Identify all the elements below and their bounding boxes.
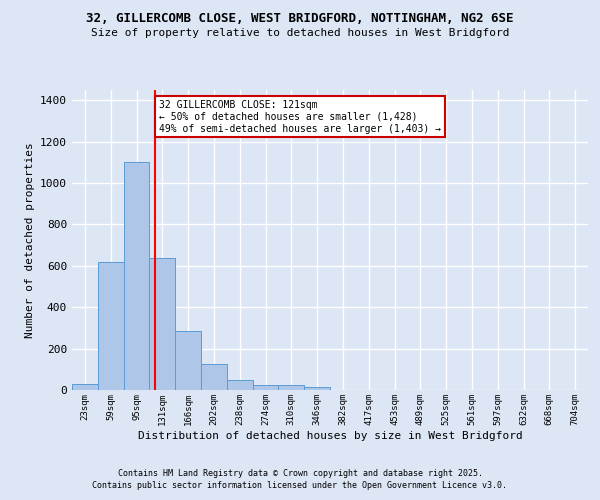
X-axis label: Distribution of detached houses by size in West Bridgford: Distribution of detached houses by size … [137,430,523,440]
Text: 32, GILLERCOMB CLOSE, WEST BRIDGFORD, NOTTINGHAM, NG2 6SE: 32, GILLERCOMB CLOSE, WEST BRIDGFORD, NO… [86,12,514,26]
Bar [304,387,330,390]
Text: 32 GILLERCOMB CLOSE: 121sqm
← 50% of detached houses are smaller (1,428)
49% of : 32 GILLERCOMB CLOSE: 121sqm ← 50% of det… [159,100,441,134]
Bar [124,162,149,390]
Y-axis label: Number of detached properties: Number of detached properties [25,142,35,338]
Text: Contains public sector information licensed under the Open Government Licence v3: Contains public sector information licen… [92,481,508,490]
Bar [149,258,175,390]
Text: Contains HM Land Registry data © Crown copyright and database right 2025.: Contains HM Land Registry data © Crown c… [118,468,482,477]
Bar [278,385,304,390]
Bar [72,384,98,390]
Text: Size of property relative to detached houses in West Bridgford: Size of property relative to detached ho… [91,28,509,38]
Bar [175,331,201,390]
Bar [227,380,253,390]
Bar [201,364,227,390]
Bar [253,385,278,390]
Bar [98,262,124,390]
